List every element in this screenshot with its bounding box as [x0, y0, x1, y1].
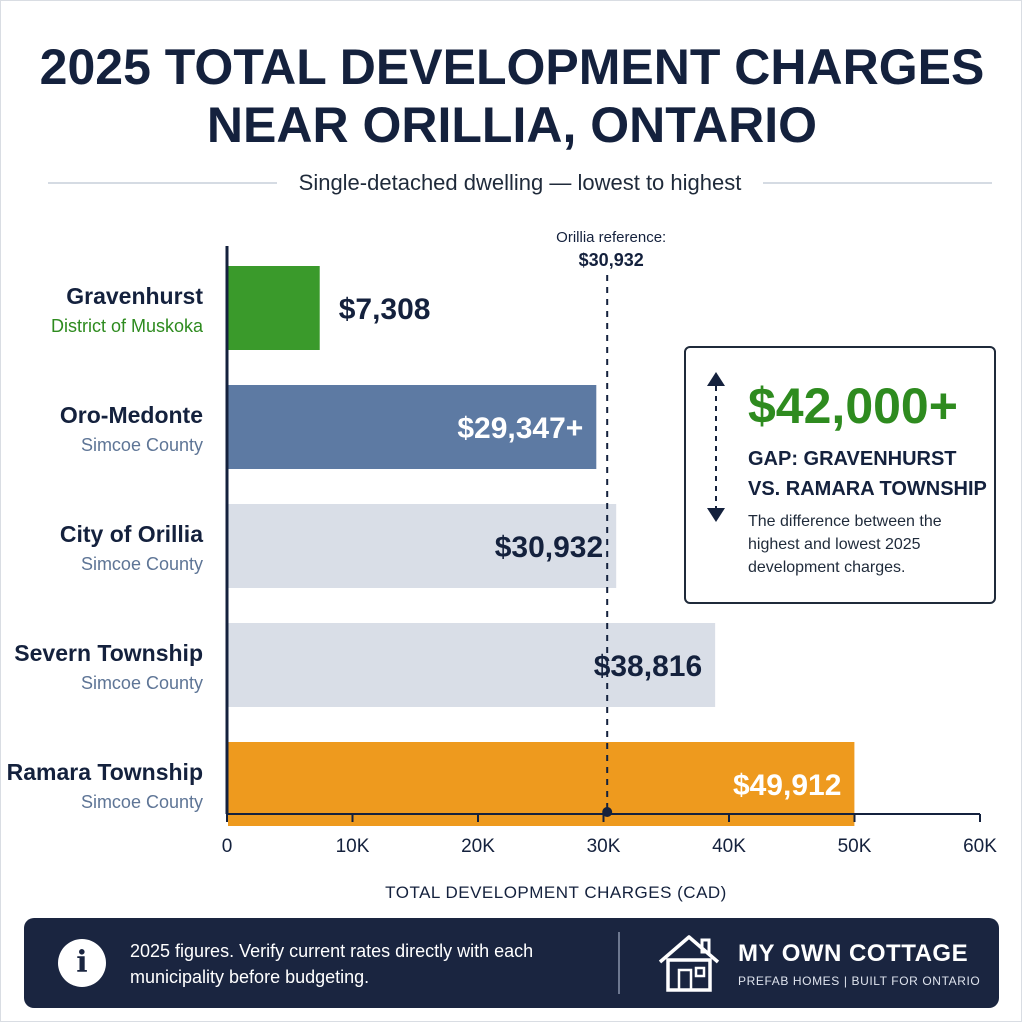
category-label-1: Oro-Medonte [60, 402, 203, 428]
page-title-line-2: NEAR ORILLIA, ONTARIO [206, 97, 818, 153]
callout-heading-line-2: VS. RAMARA TOWNSHIP [748, 478, 987, 500]
category-sublabel-2: Simcoe County [81, 554, 203, 574]
subtitle: Single-detached dwelling — lowest to hig… [298, 170, 742, 195]
bar-value-label-3: $38,816 [594, 650, 702, 683]
category-sublabel-0: District of Muskoka [51, 316, 204, 336]
house-icon [658, 935, 720, 992]
bar-chart: $7,308 $29,347+ $30,932 $38,816 $49,912 Oril… [7, 229, 998, 902]
double-arrow-icon [707, 372, 725, 522]
x-axis-title: TOTAL DEVELOPMENT CHARGES (CAD) [385, 883, 727, 902]
callout-heading-line-1: GAP: GRAVENHURST [748, 448, 957, 470]
category-sublabel-3: Simcoe County [81, 673, 203, 693]
category-label-3: Severn Township [14, 640, 203, 666]
subtitle-rule-right [763, 182, 992, 184]
footer-banner: i 2025 figures. Verify current rates dir… [24, 918, 999, 1008]
footer-note: 2025 figures. Verify current rates direc… [130, 941, 534, 987]
bar-1 [228, 385, 597, 469]
category-label-4: Ramara Township [7, 759, 203, 785]
callout-body: The difference between the highest and l… [748, 513, 942, 576]
reference-label: Orillia reference: [556, 229, 666, 246]
x-tick-label-0: 0 [222, 836, 233, 857]
bar-0 [228, 266, 320, 350]
subtitle-rule-left [48, 182, 277, 184]
category-label-0: Gravenhurst [66, 283, 203, 309]
category-sublabel-4: Simcoe County [81, 792, 203, 812]
brand-tagline: PREFAB HOMES | BUILT FOR ONTARIO [738, 974, 981, 988]
callout-value: $42,000+ [748, 378, 958, 434]
gap-callout: $42,000+ GAP: GRAVENHURST VS. RAMARA TOW… [684, 346, 996, 604]
callout-heading: GAP: GRAVENHURST VS. RAMARA TOWNSHIP [748, 444, 987, 504]
x-tick-label-3: 30K [587, 836, 621, 857]
bar-value-label-1: $29,347+ [457, 412, 583, 445]
category-sublabel-1: Simcoe County [81, 435, 203, 455]
x-tick-label-2: 20K [461, 836, 495, 857]
brand-name: MY OWN COTTAGE [738, 940, 969, 967]
x-tick-label-5: 50K [838, 836, 872, 857]
x-tick-label-1: 10K [336, 836, 370, 857]
subtitle-row: Single-detached dwelling — lowest to hig… [48, 168, 992, 198]
footer-divider [618, 932, 620, 994]
reference-value: $30,932 [579, 250, 644, 270]
bar-4 [228, 742, 855, 826]
bar-value-label-2: $30,932 [495, 531, 603, 564]
page-title-line-1: 2025 TOTAL DEVELOPMENT CHARGES [39, 39, 985, 95]
bar-value-label-0: $7,308 [339, 293, 431, 326]
x-tick-label-4: 40K [712, 836, 746, 857]
bar-3 [228, 623, 716, 707]
category-label-2: City of Orillia [60, 521, 203, 547]
bar-value-label-4: $49,912 [733, 769, 841, 802]
x-tick-label-6: 60K [963, 836, 997, 857]
info-icon: i [58, 939, 106, 987]
bar-2 [228, 504, 617, 588]
